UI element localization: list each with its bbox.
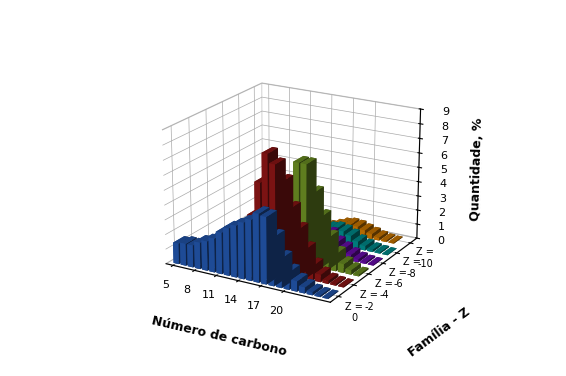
X-axis label: Número de carbono: Número de carbono	[150, 315, 288, 359]
Y-axis label: Família - Z: Família - Z	[406, 305, 472, 359]
